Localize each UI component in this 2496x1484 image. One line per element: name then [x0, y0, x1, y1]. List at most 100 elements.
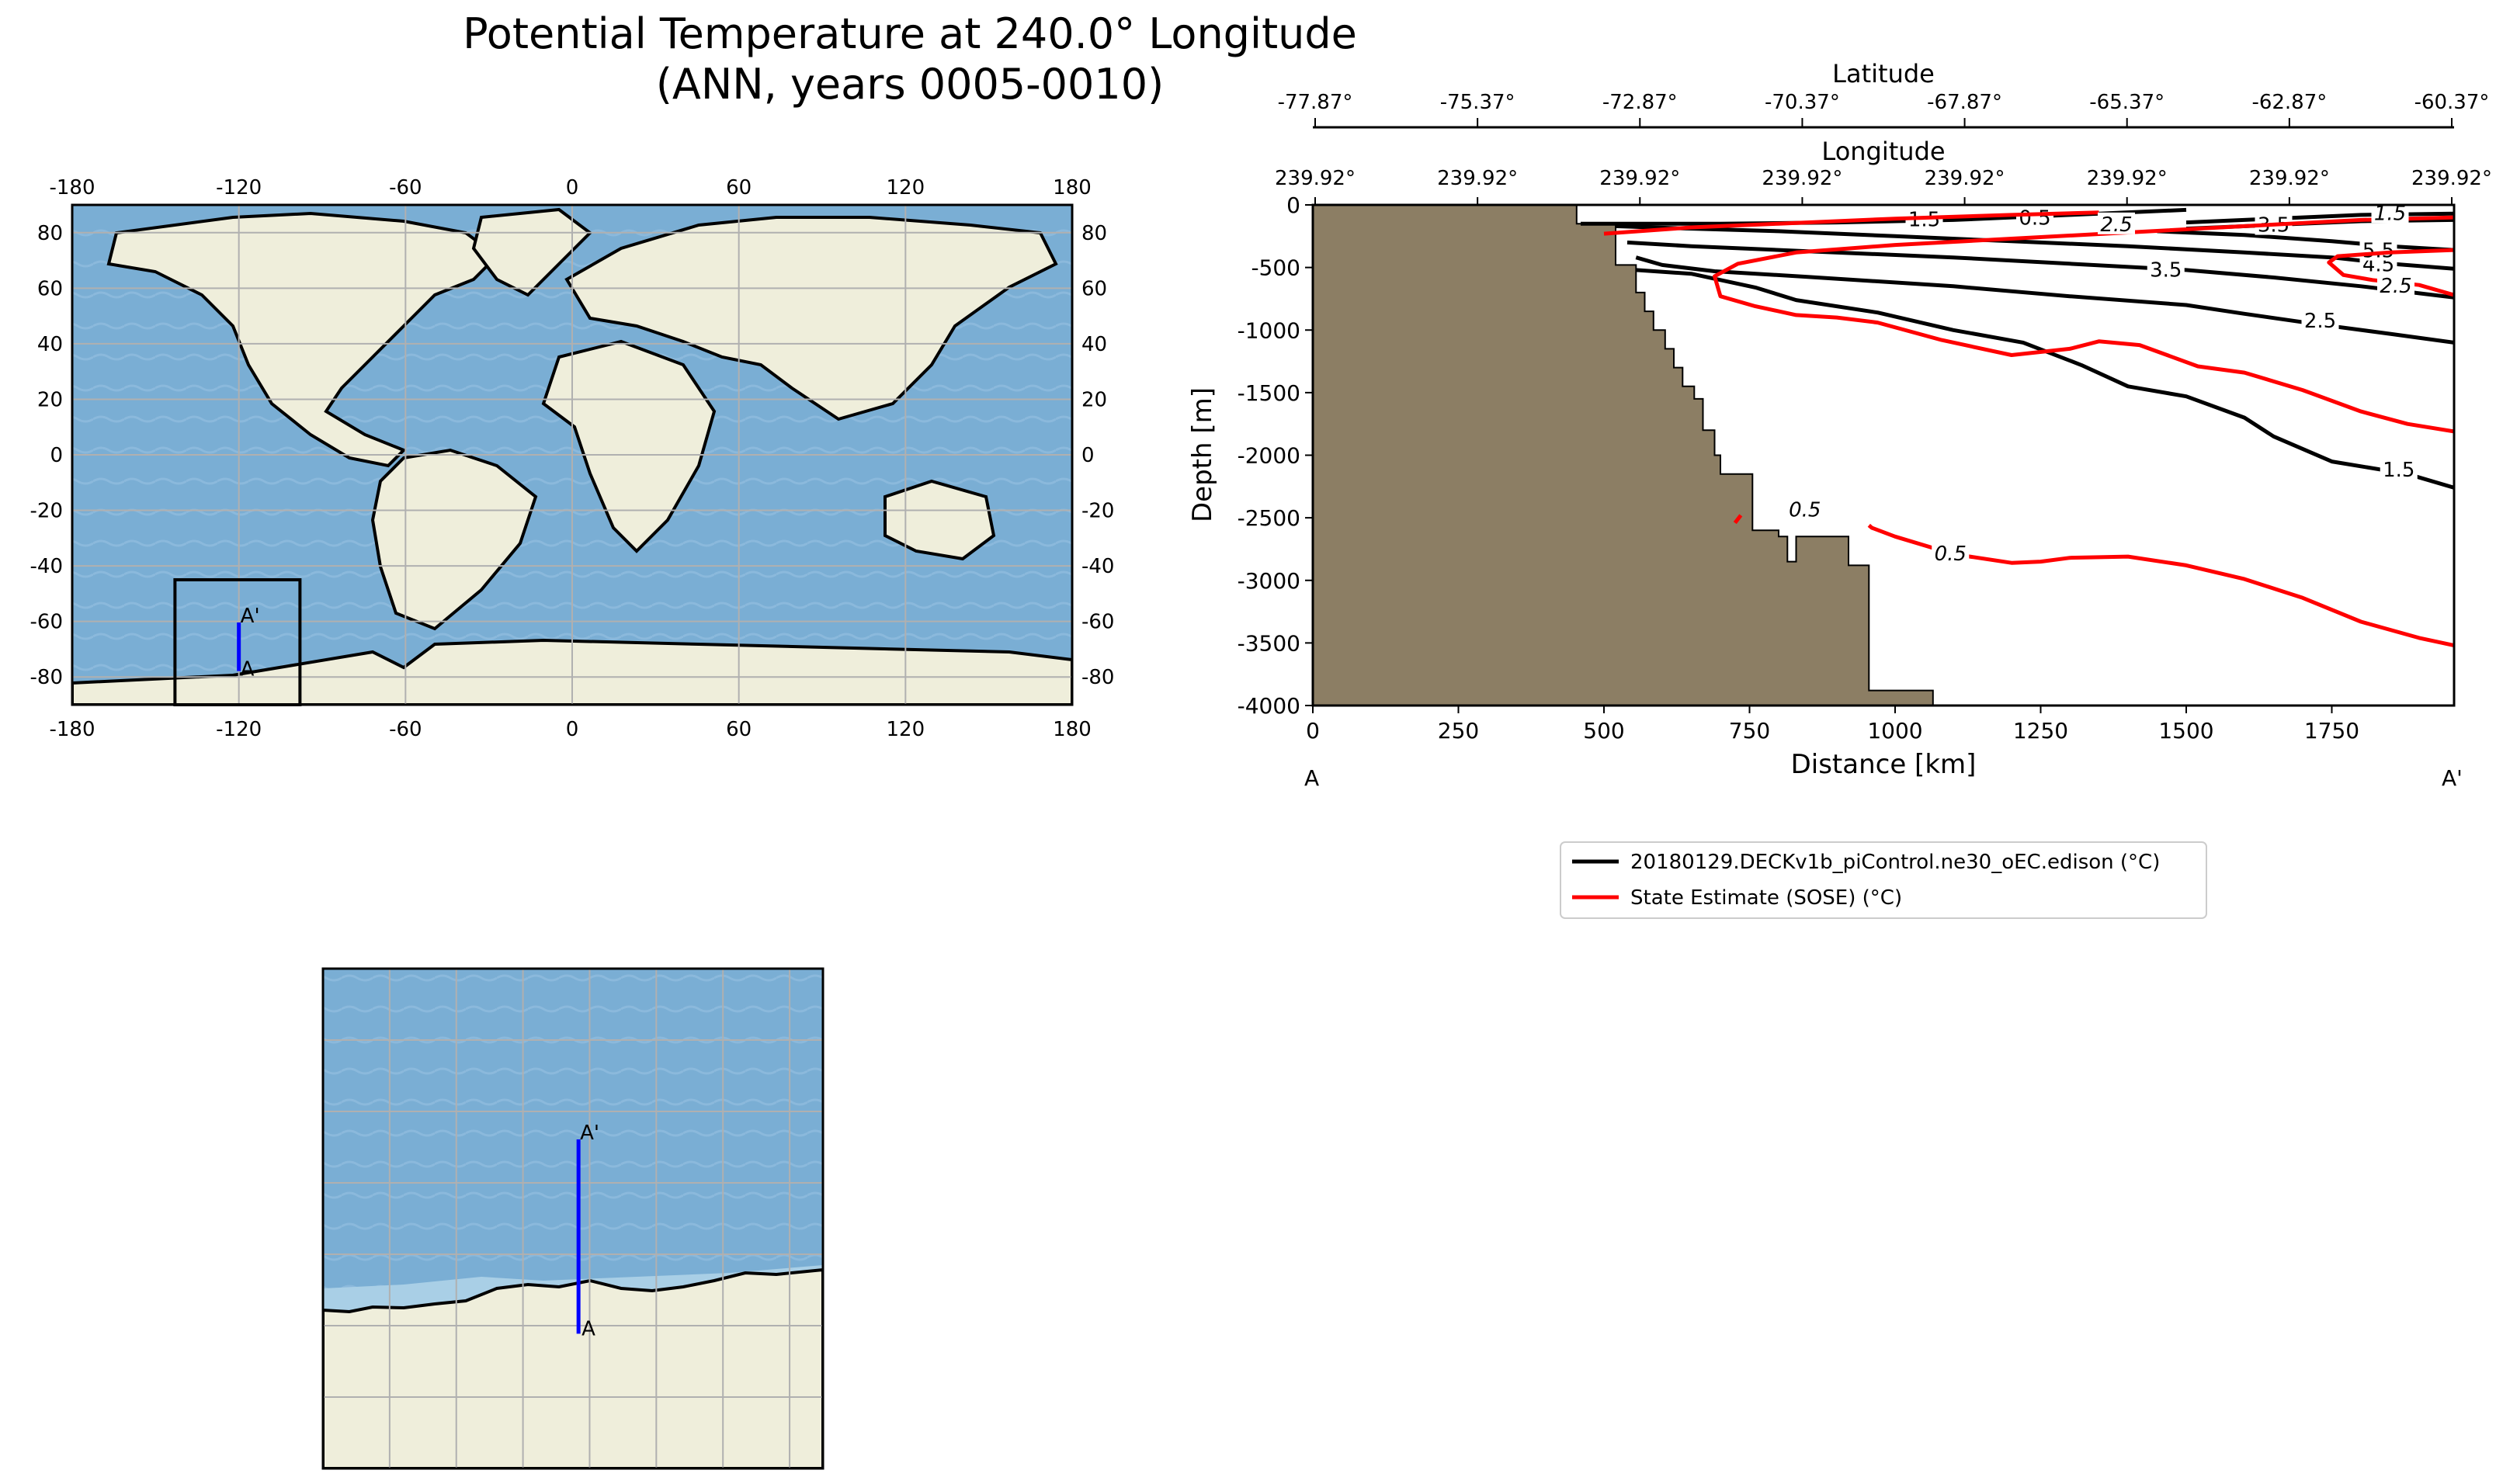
section-ytick-label: -4000: [1238, 693, 1300, 719]
global-ytick-left: 60: [37, 277, 63, 300]
global-ytick-left: 0: [50, 444, 63, 467]
global-xtick-bottom: 180: [1053, 718, 1092, 741]
obs-contour-label-bg: [2098, 212, 2135, 234]
model-contour-label-bg: [2147, 258, 2185, 280]
global-map-tick-labels: -180 -180 -120 -120 -60 -60 0 0 60 60 120 120 180 180…: [30, 176, 1115, 741]
regional-map-transect-start-label: A: [581, 1317, 595, 1340]
model-contour-label: 1.5: [2383, 459, 2414, 482]
obs-contour-line: [1867, 523, 2454, 648]
figure-title-line2: (ANN, years 0005-0010): [656, 60, 1164, 109]
section-xtick-label: 1750: [2304, 718, 2359, 744]
global-xtick-bottom: -60: [389, 718, 422, 741]
obs-contour-label: 2.5: [2380, 275, 2411, 298]
global-ytick-right: -60: [1081, 611, 1114, 634]
latitude-axis-label: Latitude: [1832, 59, 1935, 88]
section-ytick-label: -500: [1251, 255, 1300, 281]
obs-contour-line: [1603, 210, 2099, 236]
obs-contour-line: [1713, 215, 2454, 434]
section-ylabel: Depth [m]: [1187, 387, 1218, 522]
latitude-tick-label: -75.37°: [1440, 91, 1515, 114]
global-xtick-bottom: 60: [726, 718, 752, 741]
global-ytick-left: -40: [30, 555, 63, 578]
global-ytick-right: 60: [1081, 277, 1107, 300]
regional-map: A' A: [321, 967, 824, 1470]
section-xtick-label: 0: [1306, 718, 1320, 744]
regional-map-frame: [321, 967, 824, 1470]
section-xtick-label: 1000: [1867, 718, 1922, 744]
global-xtick-bottom: -120: [216, 718, 262, 741]
global-ytick-right: -40: [1081, 555, 1114, 578]
model-contour-line: [2157, 229, 2454, 252]
global-ytick-left: -60: [30, 611, 63, 634]
regional-map-grid: [323, 969, 823, 1468]
legend-label-obs: State Estimate (SOSE) (°C): [1630, 886, 1902, 910]
global-ytick-right: 80: [1081, 222, 1107, 245]
latitude-axis-ticks: -77.87° -75.37° -72.87° -70.37° -67.87° -65.3…: [1278, 91, 2490, 127]
longitude-tick-label: 239.92°: [1599, 167, 1680, 190]
land-greenland: [471, 207, 593, 297]
longitude-tick-label: 239.92°: [1925, 167, 2005, 190]
model-contour-label: 0.5: [2019, 207, 2050, 231]
section-ytick-label: -2000: [1238, 443, 1300, 469]
obs-contour-label-bg: [1932, 541, 1970, 563]
section-ytick-label: -3000: [1238, 568, 1300, 594]
model-contour-label-bg: [2016, 206, 2053, 228]
latitude-tick-label: -60.37°: [2414, 91, 2490, 114]
global-ytick-left: 80: [37, 222, 63, 245]
section-bathymetry: [1313, 205, 1934, 706]
land-australia: [883, 479, 996, 561]
global-xtick-top: -120: [216, 176, 262, 199]
global-map-transect-end-label: A': [241, 605, 260, 628]
section-ytick-label: -1500: [1238, 380, 1300, 406]
transect-section: 1.52.53.5 4.55.50.51.5 3.5 2.51.52.50.50.5…: [1187, 59, 2492, 919]
section-legend: 20180129.DECKv1b_piControl.ne30_oEC.edis…: [1560, 841, 2207, 919]
longitude-tick-label: 239.92°: [2249, 167, 2330, 190]
section-ytick-label: -2500: [1238, 505, 1300, 531]
global-xtick-top: 0: [566, 176, 579, 199]
global-xtick-top: 60: [726, 176, 752, 199]
model-contour-label: 3.5: [2150, 259, 2182, 283]
section-ytick-label: 0: [1286, 192, 1300, 218]
section-xtick-label: 1250: [2013, 718, 2068, 744]
section-xlabel: Distance [km]: [1791, 749, 1977, 780]
land-south-america: [370, 448, 538, 631]
global-ytick-left: 20: [37, 388, 63, 411]
obs-contour-label-bg: [2371, 205, 2409, 224]
section-corner-left: A: [1304, 765, 1319, 791]
global-map-transect-start-label: A: [241, 658, 255, 681]
global-xtick-top: -60: [389, 176, 422, 199]
latitude-tick-label: -77.87°: [1278, 91, 1353, 114]
longitude-axis-ticks: 239.92° 239.92° 239.92° 239.92° 239.92° 239.9…: [1275, 167, 2492, 205]
global-ytick-right: -80: [1081, 666, 1114, 689]
legend-frame: [1560, 841, 2207, 919]
section-corner-right: A': [2442, 765, 2463, 791]
model-contour-line: [1636, 268, 2454, 490]
global-xtick-top: 120: [887, 176, 925, 199]
global-ytick-right: -20: [1081, 500, 1114, 523]
section-xtick-label: 250: [1438, 718, 1479, 744]
latitude-tick-label: -65.37°: [2089, 91, 2164, 114]
model-contour-label-bg: [2380, 457, 2418, 480]
model-contour-label: 2.5: [2304, 310, 2336, 333]
section-obs-contours: 2.5 1.5 2.5 0.5 0.5: [1603, 205, 2454, 648]
obs-contour-label: 2.5: [2100, 213, 2132, 237]
global-ytick-right: 40: [1081, 333, 1107, 356]
longitude-tick-label: 239.92°: [1275, 167, 1356, 190]
latitude-tick-label: -62.87°: [2251, 91, 2327, 114]
legend-label-model: 20180129.DECKv1b_piControl.ne30_oEC.edis…: [1630, 851, 2160, 874]
latitude-tick-label: -70.37°: [1765, 91, 1840, 114]
global-xtick-bottom: 120: [887, 718, 925, 741]
section-xtick-label: 500: [1583, 718, 1624, 744]
section-xtick-label: 1500: [2158, 718, 2213, 744]
section-xtick-label: 750: [1729, 718, 1770, 744]
longitude-tick-label: 239.92°: [2087, 167, 2168, 190]
section-ytick-label: -3500: [1238, 630, 1300, 656]
global-ytick-right: 0: [1081, 444, 1095, 467]
global-map-land: [72, 207, 1072, 705]
global-ytick-right: 20: [1081, 388, 1107, 411]
global-ytick-left: 40: [37, 333, 63, 356]
global-ytick-left: -20: [30, 500, 63, 523]
section-tick-labels: 0 250 500 750 1000 1250 1500 1750 0 -500 -1000 -150…: [1238, 192, 2360, 744]
longitude-tick-label: 239.92°: [1762, 167, 1842, 190]
